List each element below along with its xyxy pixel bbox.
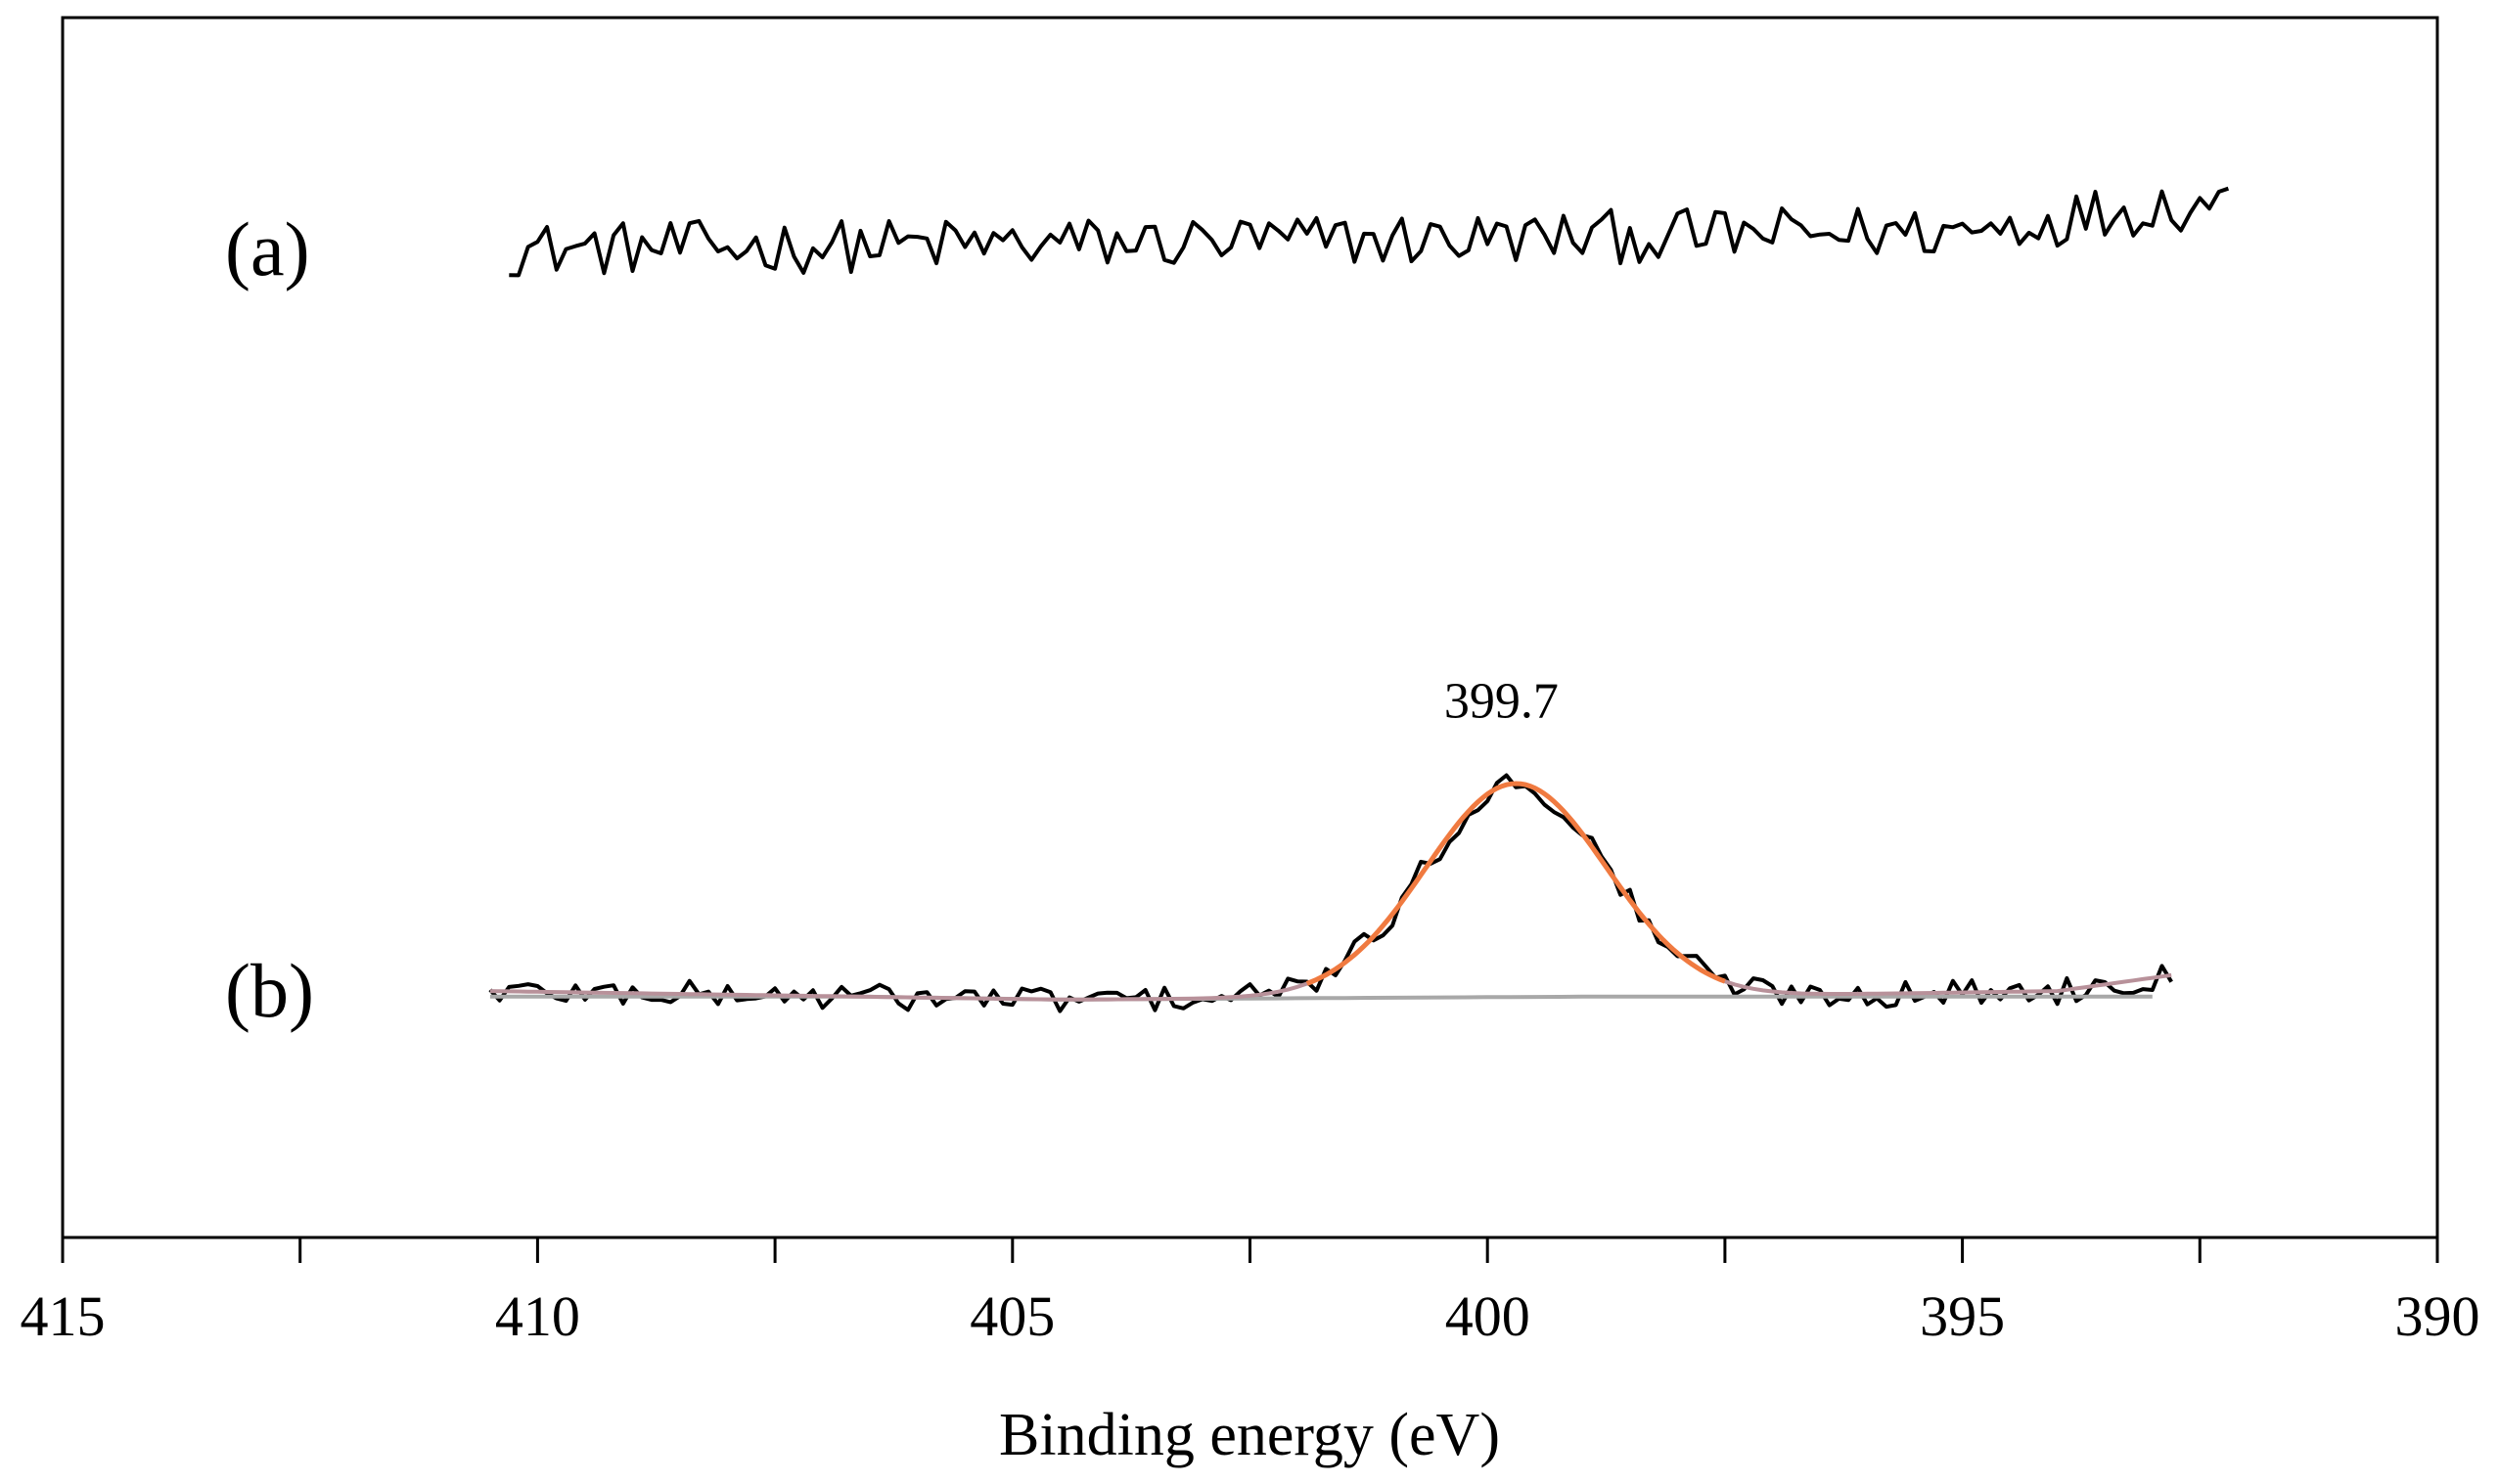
x-tick-label: 400 bbox=[1445, 1284, 1530, 1348]
x-axis-tick-labels: 415 410 405 400 395 390 bbox=[21, 1284, 2480, 1348]
fit-peak-line bbox=[1305, 781, 1726, 986]
series-label: (b) bbox=[225, 948, 314, 1033]
x-tick-label: 410 bbox=[495, 1284, 580, 1348]
x-tick-label: 390 bbox=[2395, 1284, 2480, 1348]
peak-annotation: 399.7 bbox=[1444, 673, 1559, 729]
labels-layer: (a) (b) 399.7 bbox=[225, 206, 1559, 1033]
x-tick-label: 405 bbox=[970, 1284, 1055, 1348]
x-tick-label: 415 bbox=[21, 1284, 106, 1348]
x-tick-label: 395 bbox=[1920, 1284, 2005, 1348]
series-b-line bbox=[488, 773, 2173, 1013]
x-axis-title: Binding energy (eV) bbox=[999, 1402, 1500, 1468]
plot-frame bbox=[61, 16, 2439, 1239]
series-label: (a) bbox=[225, 206, 310, 292]
x-axis-ticks bbox=[61, 1237, 2439, 1263]
plot-border bbox=[61, 16, 2439, 1239]
series-layer bbox=[488, 186, 2230, 1013]
series-a-line bbox=[509, 186, 2230, 278]
fit-layer bbox=[489, 781, 2172, 1002]
fit-envelope-line bbox=[489, 781, 2172, 1002]
